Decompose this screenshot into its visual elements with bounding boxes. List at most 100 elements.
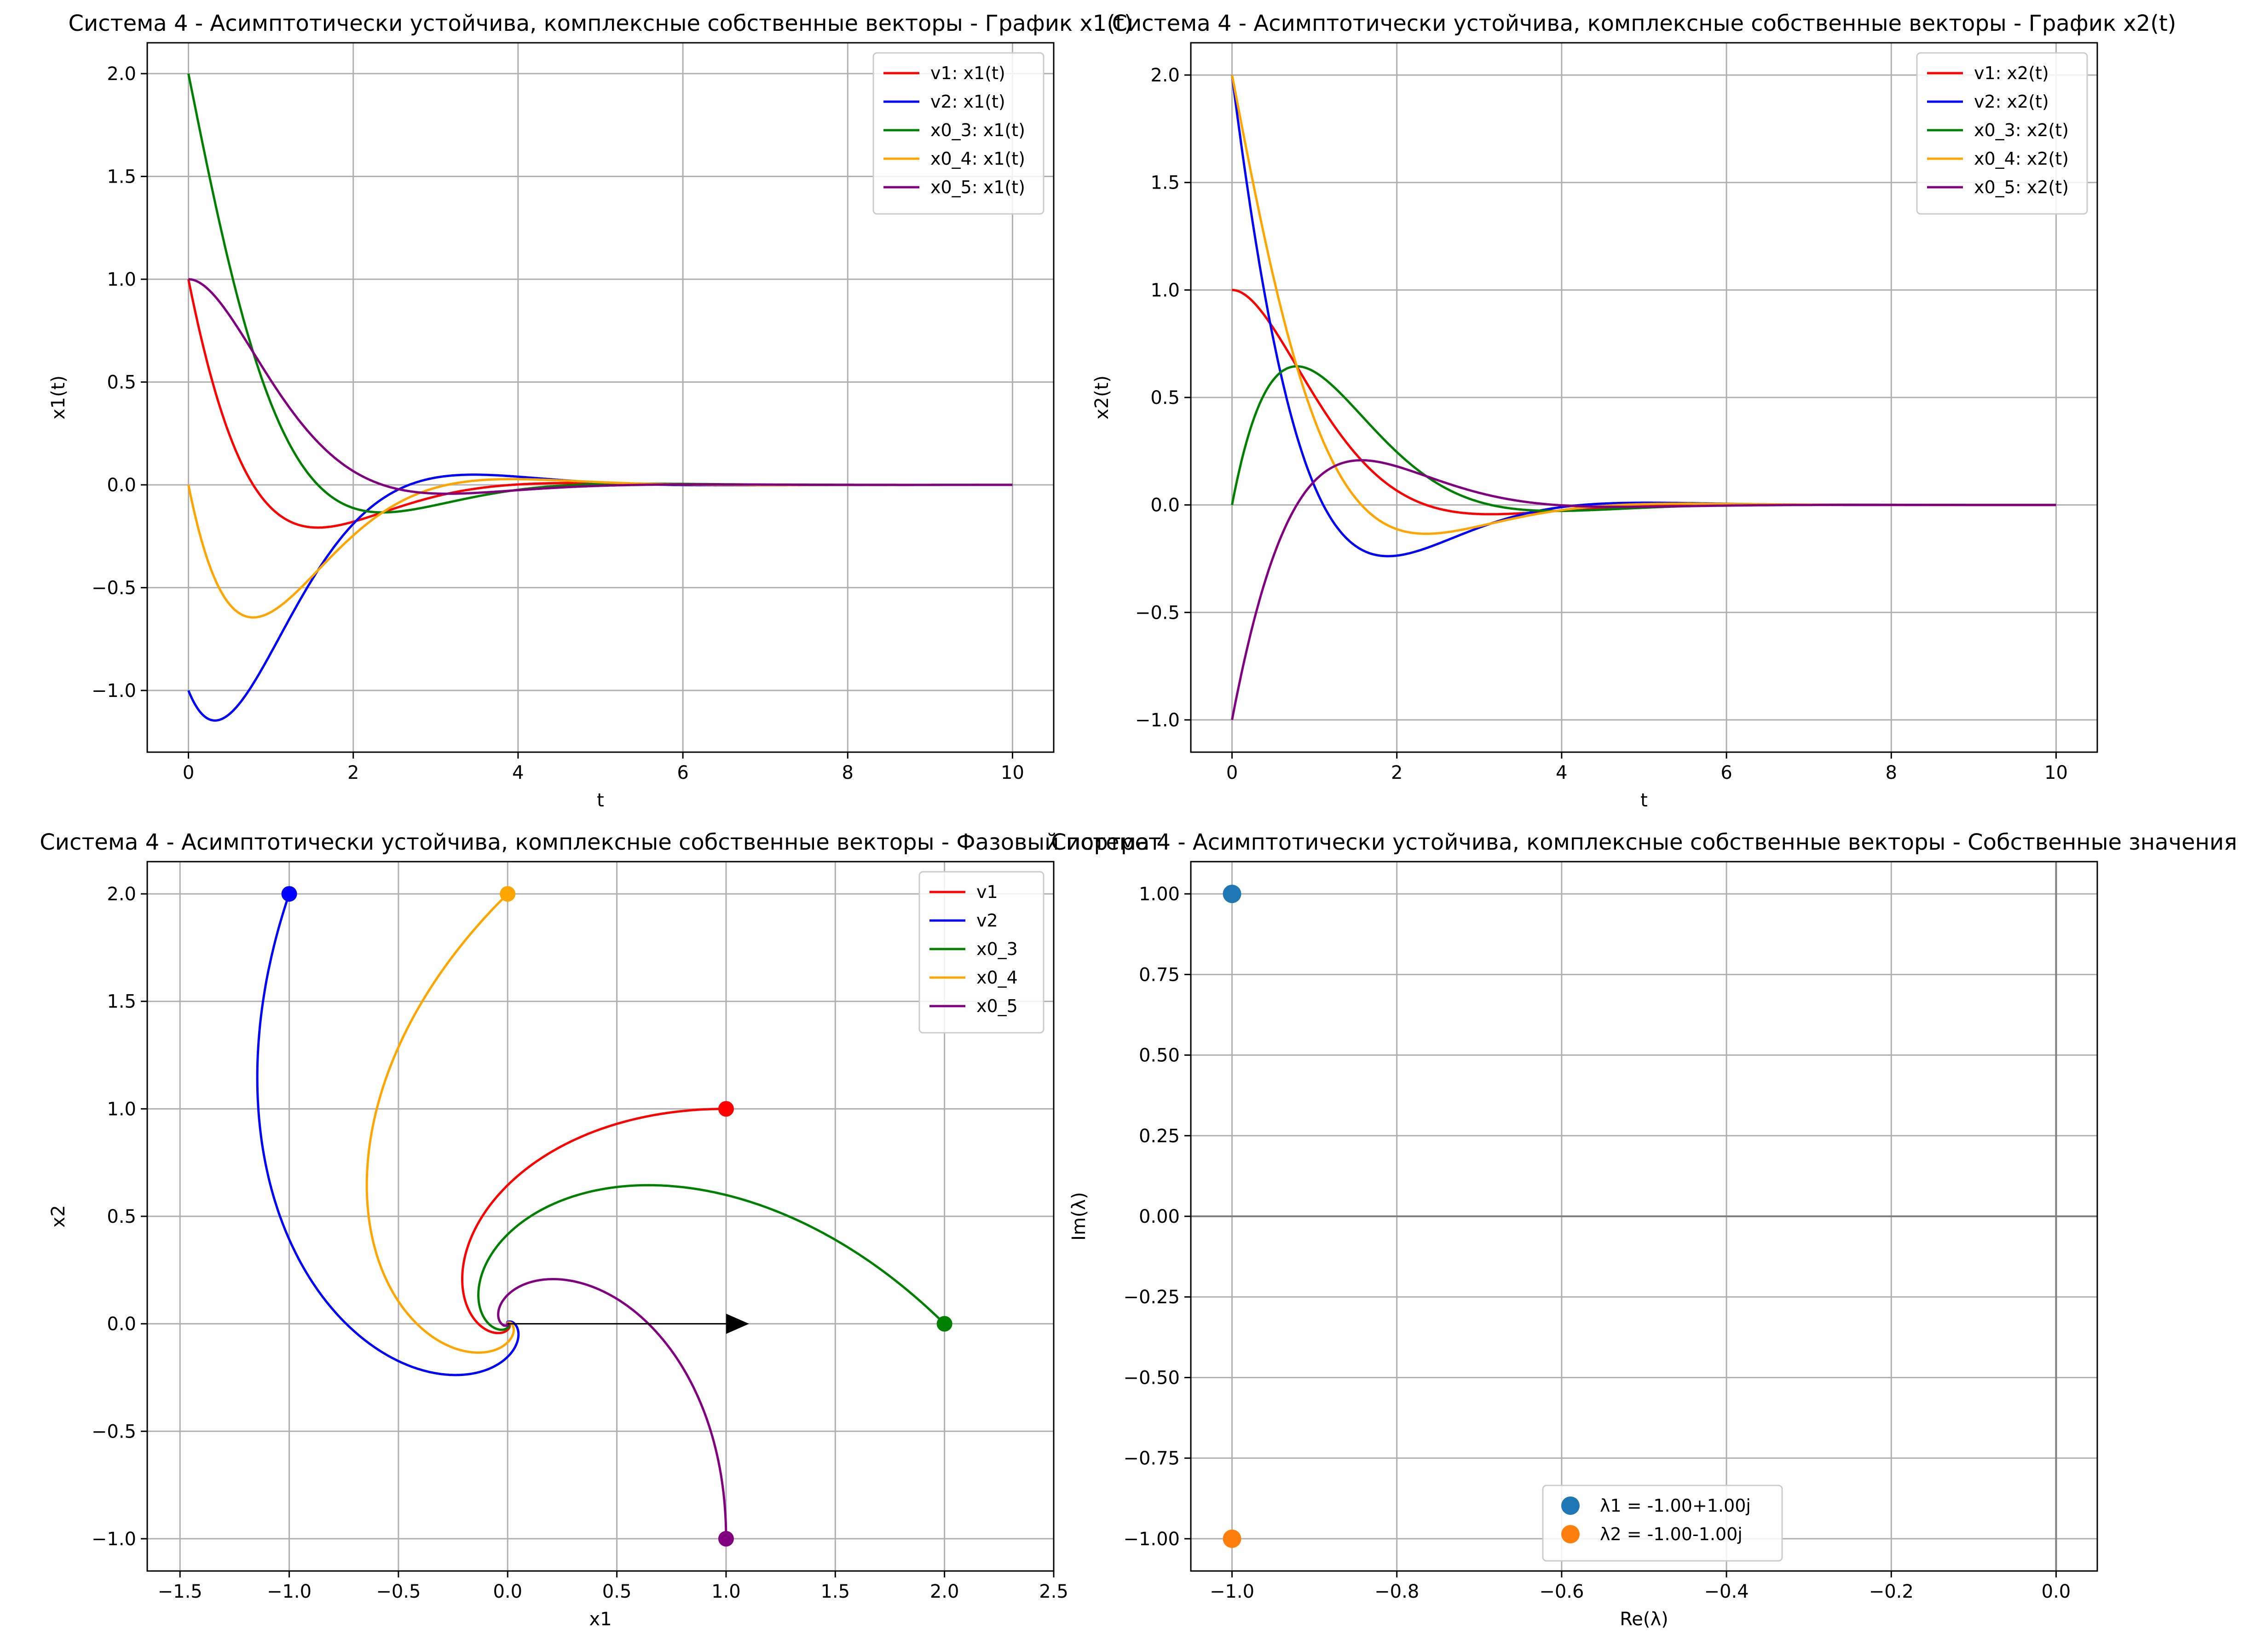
x-tick-label: 10 (1001, 762, 1024, 783)
x-tick-label: 0 (1226, 762, 1238, 783)
y-tick-label: 0.0 (107, 475, 136, 496)
y-tick-label: 0.25 (1139, 1126, 1180, 1147)
eigenvalue-point-1 (1223, 885, 1241, 903)
series-line-1 (1232, 288, 2056, 516)
y-tick-label: −0.50 (1123, 1367, 1180, 1388)
y-axis-label: x2(t) (1091, 375, 1113, 420)
y-tick-label: −1.00 (1123, 1529, 1180, 1550)
x-tick-label: 0.0 (493, 1581, 522, 1602)
series-line-3 (1231, 365, 2056, 512)
y-axis-label: x2 (48, 1205, 69, 1227)
legend-box (1542, 1485, 1783, 1562)
x-tick-label: 0 (183, 762, 194, 783)
y-tick-label: 0.75 (1139, 964, 1180, 985)
legend: λ1 = -1.00+1.00j λ2 = -1.00-1.00j (1542, 1485, 1783, 1562)
axes-frame (146, 861, 1055, 1572)
start-point-5 (718, 1531, 734, 1547)
legend-label-1: v1: x1(t) (930, 63, 1005, 83)
y-tick-label: 1.00 (1139, 884, 1180, 905)
x-tick-label: 1.0 (711, 1581, 741, 1602)
plot-area (256, 886, 952, 1547)
legend-label-4: x0_4 (976, 967, 1018, 988)
legend-label-1: λ1 = -1.00+1.00j (1600, 1496, 1751, 1516)
legend-label-5: x0_5: x2(t) (1974, 177, 2069, 197)
x-tick-label: 1.5 (820, 1581, 850, 1602)
y-tick-label: −1.0 (1135, 710, 1180, 731)
y-tick-label: −1.0 (92, 1529, 136, 1550)
legend-label-4: x0_4: x2(t) (1974, 149, 2069, 169)
y-tick-label: −0.25 (1123, 1287, 1180, 1308)
legend-marker-2 (1561, 1525, 1580, 1543)
start-point-2 (281, 886, 297, 902)
chart-3: −1.5 −1.0 −0.5 0.0 0.5 1.0 1.5 2.0 2.5 −1.0 −0.5 0.… (40, 829, 1161, 1630)
series-line-4 (187, 478, 1013, 619)
chart-title: Система 4 - Асимптотически устойчива, ко… (40, 829, 1161, 855)
legend: v1 v2 x0_3 x0_4 x0_5 (918, 871, 1045, 1034)
x-tick-label: −0.8 (1374, 1581, 1419, 1602)
chart-title: Система 4 - Асимптотически устойчива, ко… (1112, 11, 2176, 36)
x-tick-label: 2 (347, 762, 359, 783)
start-point-4 (500, 886, 516, 902)
legend-label-2: v2: x2(t) (1974, 92, 2049, 112)
chart-4: −1.0 −0.8 −0.6 −0.4 −0.2 0.0 −1.00 −0.75 −0.50 −0… (1051, 829, 2237, 1630)
series-line-1 (187, 279, 1013, 529)
y-tick-label: −0.5 (1135, 602, 1180, 623)
legend-label-3: x0_3: x2(t) (1974, 120, 2069, 140)
series-line-5 (1231, 459, 2056, 720)
plot-area (1231, 75, 2056, 720)
series-line-2 (187, 473, 1013, 722)
y-axis-label: Im(λ) (1068, 1192, 1090, 1241)
x-tick-label: 8 (842, 762, 854, 783)
legend-label-5: x0_5: x1(t) (930, 177, 1025, 197)
x-tick-label: 6 (1720, 762, 1732, 783)
x-tick-label: −0.5 (376, 1581, 421, 1602)
series-line-5 (188, 278, 1013, 495)
trajectory-3 (477, 1184, 946, 1331)
x-tick-label: −0.4 (1704, 1581, 1749, 1602)
x-tick-label: 0.5 (602, 1581, 632, 1602)
x-tick-label: −1.0 (1210, 1581, 1254, 1602)
x-tick-label: −1.0 (267, 1581, 312, 1602)
y-tick-label: 0.5 (107, 372, 136, 393)
y-tick-label: 0.5 (1150, 387, 1180, 409)
y-tick-label: −0.5 (92, 1421, 136, 1442)
y-tick-label: −0.5 (92, 577, 136, 598)
y-tick-label: 0.00 (1139, 1206, 1180, 1227)
chart-2: 0 2 4 6 8 10 −1.0 −0.5 0.0 0.5 1.0 1.5 2.0 t x2(t) Сист… (1091, 11, 2176, 811)
x-tick-label: −0.2 (1869, 1581, 1914, 1602)
y-tick-label: 2.0 (107, 63, 136, 85)
arrow-head (726, 1313, 749, 1334)
x-tick-label: 2.5 (1039, 1581, 1068, 1602)
legend-label-2: v2 (976, 910, 998, 931)
chart-title: Система 4 - Асимптотически устойчива, ко… (69, 11, 1133, 36)
legend: v1: x2(t) v2: x2(t) x0_3: x2(t) x0_4: x2(t)… (1916, 52, 2088, 215)
start-point-3 (936, 1316, 952, 1332)
legend-label-2: v2: x1(t) (930, 92, 1005, 112)
start-point-1 (718, 1101, 734, 1117)
x-tick-label: 4 (1556, 762, 1567, 783)
x-axis-label: x1 (589, 1609, 612, 1630)
y-tick-label: 0.50 (1139, 1045, 1180, 1066)
legend-box (918, 871, 1045, 1034)
y-tick-label: 1.0 (107, 269, 136, 290)
legend-label-4: x0_4: x1(t) (930, 149, 1025, 169)
x-tick-label: −1.5 (158, 1581, 202, 1602)
x-tick-label: 8 (1886, 762, 1897, 783)
legend-label-2: λ2 = -1.00-1.00j (1600, 1524, 1743, 1544)
axes-frame (1190, 42, 2098, 753)
x-tick-label: 2.0 (930, 1581, 959, 1602)
axes-frame (146, 42, 1055, 753)
legend-label-1: v1 (976, 882, 998, 902)
y-tick-label: 1.5 (1150, 173, 1180, 194)
axes-frame (1190, 861, 2098, 1572)
legend-marker-1 (1561, 1496, 1580, 1515)
legend-label-3: x0_3: x1(t) (930, 120, 1025, 140)
x-tick-label: 2 (1391, 762, 1402, 783)
legend-box (1916, 52, 2088, 215)
y-tick-label: 1.5 (107, 991, 136, 1013)
y-tick-label: 1.0 (1150, 280, 1180, 301)
y-tick-label: 2.0 (1150, 65, 1180, 86)
legend-label-1: v1: x2(t) (1974, 63, 2049, 83)
y-tick-label: 1.5 (107, 167, 136, 188)
legend-label-5: x0_5 (976, 996, 1018, 1016)
